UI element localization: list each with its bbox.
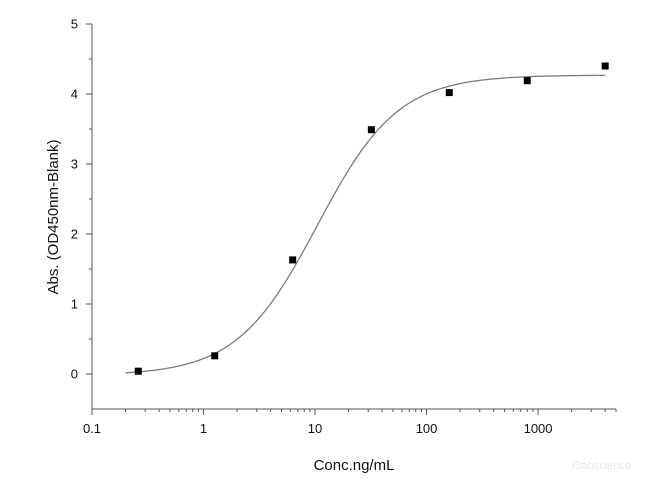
data-point <box>367 126 375 134</box>
data-point <box>601 62 609 70</box>
data-points <box>134 62 609 375</box>
data-point <box>134 367 142 375</box>
y-tick-label: 3 <box>71 157 78 172</box>
x-tick-label: 0.1 <box>83 421 101 436</box>
data-point <box>445 89 453 97</box>
x-tick-label: 1 <box>200 421 207 436</box>
y-tick-label: 0 <box>71 367 78 382</box>
x-tick-label: 100 <box>416 421 438 436</box>
x-axis-title: Conc.ng/mL <box>314 457 395 474</box>
y-ticks: 0 1 2 3 4 5 <box>71 17 92 382</box>
data-point <box>211 352 219 360</box>
data-point <box>523 77 531 85</box>
x-tick-label: 1000 <box>524 421 553 436</box>
y-tick-label: 2 <box>71 227 78 242</box>
y-tick-label: 1 <box>71 297 78 312</box>
x-ticks: 0.1 1 10 100 1000 <box>83 409 617 436</box>
data-point <box>289 256 297 264</box>
fit-curve <box>125 74 606 374</box>
watermark: Elabscience <box>571 460 631 472</box>
y-axis-title: Abs. (OD450nm-Blank) <box>45 139 62 294</box>
y-tick-label: 4 <box>71 87 78 102</box>
x-tick-label: 10 <box>308 421 322 436</box>
plot-area: 0.1 1 10 100 1000 0 1 2 3 4 5 <box>71 17 617 436</box>
y-tick-label: 5 <box>71 17 78 32</box>
